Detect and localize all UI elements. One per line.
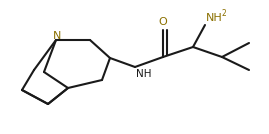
- Text: O: O: [159, 17, 167, 27]
- Text: 2: 2: [222, 10, 227, 18]
- Text: NH: NH: [206, 13, 223, 23]
- Text: N: N: [53, 31, 61, 41]
- Text: NH: NH: [136, 69, 151, 79]
